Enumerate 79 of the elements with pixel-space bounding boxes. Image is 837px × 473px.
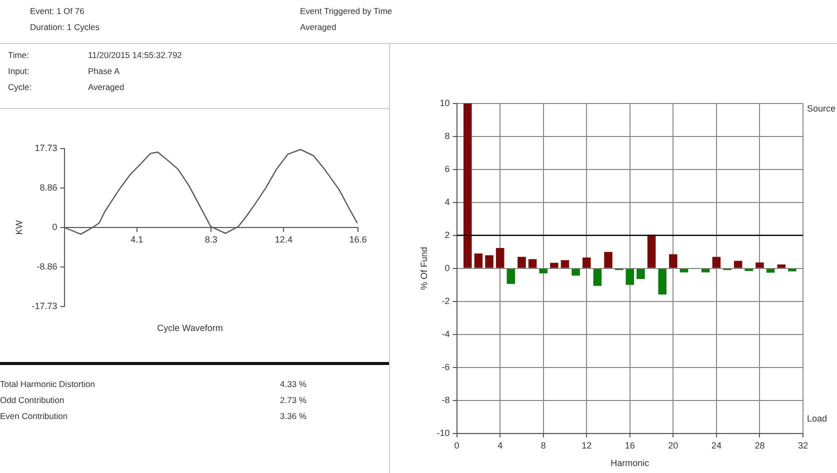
y-tick-label: 8 <box>444 130 450 141</box>
bar <box>712 256 721 268</box>
y-tick-label: -10 <box>436 428 450 438</box>
bar <box>626 268 634 285</box>
bar <box>474 254 483 268</box>
bar <box>560 260 570 268</box>
y-tick-label: -8 <box>442 394 450 405</box>
x-tick-label: 16.6 <box>349 234 367 244</box>
bar <box>788 268 796 272</box>
y-tick-label: 0 <box>52 222 58 232</box>
bar <box>766 268 775 273</box>
bar <box>647 234 656 268</box>
bar <box>744 268 754 272</box>
text: Load <box>807 413 828 424</box>
text: Cycle: <box>8 82 33 92</box>
x-tick-label: 16 <box>624 440 635 450</box>
text: Time: <box>8 50 30 60</box>
bar <box>756 262 764 268</box>
x-tick-label: 12.4 <box>274 234 292 244</box>
y-tick-label: -17.73 <box>32 301 58 312</box>
text: Total Harmonic Distortion <box>0 379 96 389</box>
text: 2.73 % <box>280 395 308 405</box>
x-axis-title: Cycle Waveform <box>156 323 224 333</box>
y-tick-label: -2 <box>442 296 450 306</box>
y-tick-label: 4 <box>444 196 450 207</box>
x-axis-title: Harmonic <box>610 458 650 468</box>
x-tick-label: 24 <box>711 440 722 450</box>
x-tick-label: 4 <box>498 440 503 450</box>
bar <box>734 260 742 268</box>
y-axis-title: % Of Fund <box>418 246 429 290</box>
bar <box>528 259 537 268</box>
y-tick-label: -6 <box>442 362 450 372</box>
bar <box>550 262 558 268</box>
text: Averaged <box>300 22 338 32</box>
bar <box>604 252 612 268</box>
bar <box>582 258 591 268</box>
x-tick-label: 12 <box>582 440 592 450</box>
y-tick-label: 0 <box>444 262 450 273</box>
bar <box>701 268 710 272</box>
bar <box>506 268 516 284</box>
text: Input: <box>8 66 30 76</box>
bar <box>669 254 678 268</box>
bar <box>463 103 472 268</box>
bar <box>539 268 548 274</box>
text: 11/20/2015 14:55:32.792 <box>88 50 183 60</box>
bar <box>636 268 645 279</box>
x-tick-label: 4.1 <box>130 234 144 244</box>
bar <box>658 268 666 294</box>
bar <box>518 256 526 268</box>
bar <box>777 264 786 268</box>
bar <box>485 255 494 268</box>
x-tick-label: 0 <box>454 440 460 450</box>
y-tick-label: 17.73 <box>34 142 58 153</box>
x-tick-label: 8 <box>540 440 546 450</box>
y-tick-label: 2 <box>444 230 450 240</box>
text: Even Contribution <box>0 411 69 421</box>
y-tick-label: -4 <box>442 328 450 339</box>
bar <box>680 268 688 272</box>
text: Phase A <box>88 66 121 76</box>
y-tick-label: 10 <box>440 98 450 108</box>
bar <box>593 268 602 286</box>
y-axis-title: KW <box>14 220 24 235</box>
text: 3.36 % <box>280 411 308 421</box>
x-tick-label: 20 <box>668 440 678 450</box>
bar <box>496 248 504 268</box>
text: Event: 1 Of 76 <box>30 6 86 16</box>
text: 4.33 % <box>280 379 308 389</box>
bar <box>572 268 580 276</box>
text: Event Triggered by Time <box>300 6 394 16</box>
text: Duration: 1 Cycles <box>30 22 100 32</box>
y-tick-label: 8.86 <box>40 182 58 192</box>
x-tick-label: 28 <box>754 440 765 450</box>
x-tick-label: 32 <box>798 440 808 450</box>
y-tick-label: 6 <box>444 164 450 174</box>
text: Odd Contribution <box>0 395 66 405</box>
text: Averaged <box>88 82 126 92</box>
x-tick-label: 8.3 <box>204 234 218 244</box>
text: Source <box>807 103 836 114</box>
y-tick-label: -8.86 <box>36 262 58 272</box>
